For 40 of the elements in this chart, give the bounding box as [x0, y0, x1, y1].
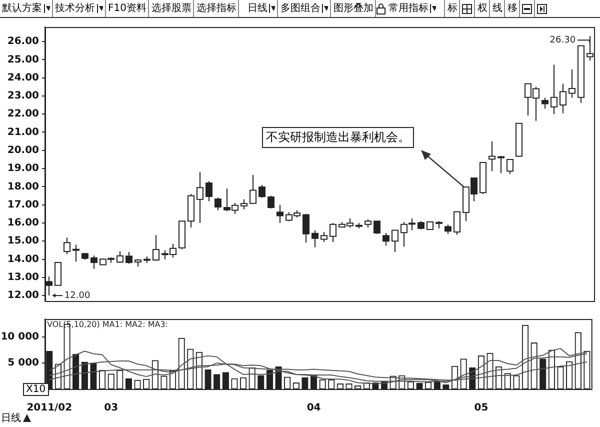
text: 技术分析 [53, 0, 106, 17]
y-tick-label: 15.00 [7, 236, 40, 247]
text: F10资料 [106, 0, 150, 17]
y-tick-label: 18.00 [7, 181, 40, 192]
y-tick-label: 24.00 [7, 72, 40, 84]
text: 权 [475, 0, 490, 17]
text: 图形叠加 [331, 0, 376, 17]
y-tick-label: 21.00 [7, 126, 40, 138]
y-tick-label: 12.00 [7, 290, 40, 302]
x-tick-label: 04 [306, 402, 321, 414]
text: 常用指标 [386, 0, 446, 17]
chart-title: VOL(5,10,20) MA1: MA2: MA3: [47, 320, 168, 330]
annotation: 12.00 [64, 290, 90, 301]
y-tick-label: 13.00 [7, 272, 40, 284]
text: 线 [490, 0, 506, 17]
y-tick-label: 10 000 [0, 332, 40, 343]
y-tick-label: 25.00 [7, 54, 40, 66]
text: 多图组合 [278, 0, 332, 17]
y-tick-label: 23.00 [7, 90, 40, 102]
y-tick-label: 5 000 [8, 358, 40, 369]
annotation: 不实研报制造出暴利机会。 [262, 127, 414, 148]
y-tick-label: 20.00 [7, 144, 40, 156]
text: 移 [505, 0, 520, 17]
text: 日线 [1, 412, 21, 425]
text: 标 [445, 0, 460, 17]
y-tick-label: 14.00 [7, 254, 40, 265]
y-tick-label: 22.00 [7, 108, 40, 120]
x-tick-label: 03 [104, 402, 118, 414]
text: 选择指标 [194, 0, 240, 17]
y-tick-label: 17.00 [7, 199, 40, 210]
y-tick-label: 26.00 [7, 36, 40, 48]
y-tick-label: 19.00 [7, 163, 40, 174]
x-tick-label: 2011/02 [26, 402, 72, 414]
annotation: X10 [23, 383, 49, 396]
annotation: 26.30 [550, 35, 576, 46]
y-tick-label: 16.00 [7, 218, 40, 229]
text: 日线 [239, 0, 278, 17]
x-tick-label: 05 [474, 402, 488, 414]
text: 默认方案 [0, 0, 53, 17]
text: 选择股票 [149, 0, 194, 17]
